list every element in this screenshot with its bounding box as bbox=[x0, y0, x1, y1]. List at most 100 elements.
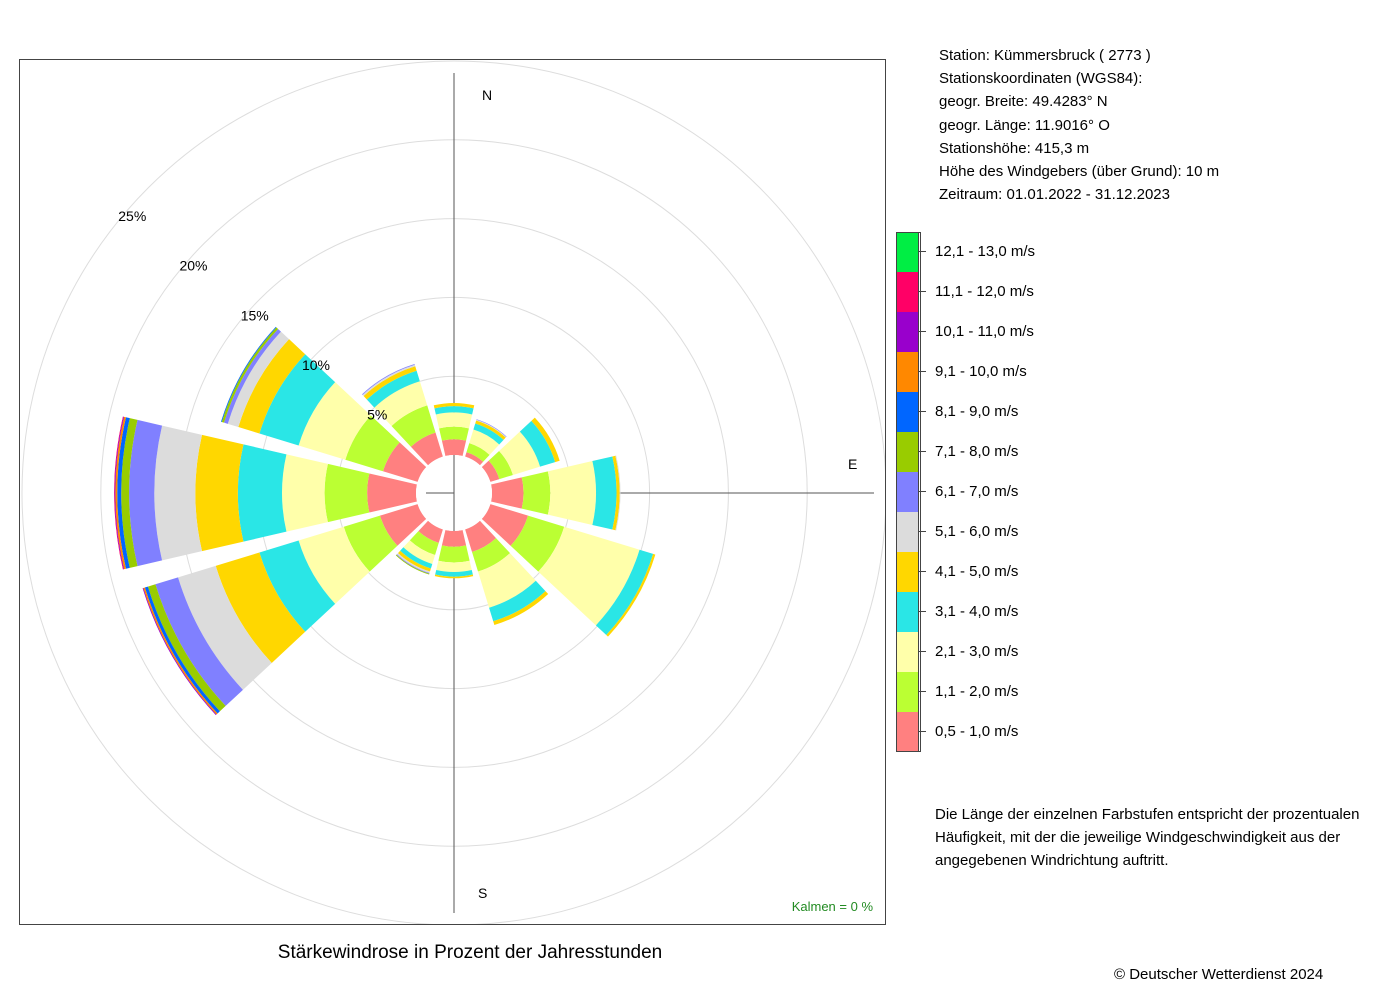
sector-210deg-class-3 bbox=[403, 540, 436, 565]
legend-tick bbox=[919, 691, 926, 692]
ring-label-15: 15% bbox=[241, 307, 269, 323]
sector-240deg-class-6 bbox=[178, 565, 272, 690]
legend-label: 1,1 - 2,0 m/s bbox=[935, 683, 1019, 700]
legend-label: 9,1 - 10,0 m/s bbox=[935, 363, 1027, 380]
sector-90deg-class-5 bbox=[612, 455, 620, 531]
compass-south-label: S bbox=[478, 885, 487, 901]
sector-270deg-class-10 bbox=[115, 416, 126, 570]
legend-tick bbox=[919, 491, 926, 492]
legend-tick bbox=[919, 291, 926, 292]
sector-90deg-class-6 bbox=[615, 455, 621, 531]
legend-label: 0,5 - 1,0 m/s bbox=[935, 723, 1019, 740]
legend-swatch bbox=[896, 232, 919, 272]
sector-270deg-class-8 bbox=[121, 418, 138, 568]
legend-swatch bbox=[896, 672, 919, 712]
sector-270deg-class-3 bbox=[282, 454, 328, 532]
legend-label: 4,1 - 5,0 m/s bbox=[935, 563, 1019, 580]
compass-east-label: E bbox=[848, 456, 857, 472]
sector-30deg-class-2 bbox=[466, 443, 490, 462]
legend-swatch bbox=[896, 312, 919, 352]
copyright-notice: © Deutscher Wetterdienst 2024 bbox=[1114, 966, 1324, 983]
station-coordinates-heading: Stationskoordinaten (WGS84): bbox=[939, 70, 1143, 88]
sector-0deg-class-1 bbox=[441, 439, 467, 456]
sector-60deg-class-2 bbox=[488, 450, 513, 480]
sector-270deg-class-1 bbox=[367, 473, 417, 513]
sector-30deg-class-5 bbox=[475, 420, 506, 440]
sector-300deg-class-6 bbox=[227, 331, 290, 428]
sector-300deg-class-3 bbox=[298, 382, 371, 460]
sector-240deg-class-2 bbox=[343, 515, 398, 572]
legend-label: 8,1 - 9,0 m/s bbox=[935, 403, 1019, 420]
sector-300deg-class-4 bbox=[259, 354, 336, 446]
sector-270deg-class-6 bbox=[154, 425, 202, 561]
sector-240deg-class-5 bbox=[215, 552, 306, 663]
sector-300deg-class-5 bbox=[238, 339, 306, 434]
sector-330deg-class-6 bbox=[362, 364, 416, 397]
sector-120deg-class-5 bbox=[606, 553, 656, 637]
legend-label: 7,1 - 8,0 m/s bbox=[935, 443, 1019, 460]
sector-150deg-class-2 bbox=[472, 538, 511, 572]
legend-label: 5,1 - 6,0 m/s bbox=[935, 523, 1019, 540]
compass-north-label: N bbox=[482, 87, 492, 103]
sector-60deg-class-4 bbox=[519, 420, 556, 467]
sector-90deg-class-3 bbox=[547, 461, 597, 525]
sector-30deg-class-3 bbox=[469, 429, 500, 455]
legend-label: 10,1 - 11,0 m/s bbox=[935, 323, 1034, 340]
grid-ring-25 bbox=[21, 60, 885, 924]
legend-tick bbox=[919, 331, 926, 332]
sector-270deg-class-2 bbox=[324, 463, 370, 523]
ring-label-25: 25% bbox=[118, 208, 146, 224]
sector-30deg-class-4 bbox=[473, 423, 504, 445]
sector-180deg-class-5 bbox=[434, 574, 474, 579]
legend-label: 12,1 - 13,0 m/s bbox=[935, 243, 1036, 260]
time-period: Zeitraum: 01.01.2022 - 31.12.2023 bbox=[939, 186, 1170, 204]
sector-90deg-class-1 bbox=[491, 477, 524, 509]
sector-240deg-class-1 bbox=[379, 504, 427, 546]
sector-120deg-class-4 bbox=[595, 549, 654, 635]
sector-270deg-class-5 bbox=[195, 434, 244, 552]
legend-swatch bbox=[896, 632, 919, 672]
legend-tick bbox=[919, 651, 926, 652]
sector-210deg-class-5 bbox=[397, 550, 431, 572]
windrose-svg: 5% 10% 15% 20% 25% N E S bbox=[21, 60, 885, 924]
legend-tick bbox=[919, 611, 926, 612]
legend-item: 6,1 - 7,0 m/s bbox=[896, 472, 1076, 512]
legend-tick bbox=[919, 571, 926, 572]
sector-240deg-class-4 bbox=[259, 540, 336, 632]
station-longitude: geogr. Länge: 11.9016° O bbox=[939, 116, 1110, 134]
sector-90deg-class-4 bbox=[592, 456, 617, 530]
sector-0deg-class-4 bbox=[434, 406, 474, 415]
sector-0deg-class-3 bbox=[435, 412, 473, 429]
sector-300deg-class-1 bbox=[382, 442, 427, 482]
sector-330deg-class-5 bbox=[363, 366, 417, 400]
legend-label: 2,1 - 3,0 m/s bbox=[935, 643, 1019, 660]
legend-item: 2,1 - 3,0 m/s bbox=[896, 632, 1076, 672]
legend-item: 5,1 - 6,0 m/s bbox=[896, 512, 1076, 552]
sector-240deg-class-8 bbox=[147, 584, 226, 712]
sector-150deg-class-4 bbox=[489, 580, 546, 622]
legend-tick bbox=[919, 451, 926, 452]
legend-label: 3,1 - 4,0 m/s bbox=[935, 603, 1019, 620]
legend-tick bbox=[919, 251, 926, 252]
ring-label-10: 10% bbox=[302, 357, 330, 373]
sector-300deg-class-2 bbox=[345, 415, 400, 472]
anemometer-height: Höhe des Windgebers (über Grund): 10 m bbox=[939, 163, 1220, 181]
sector-180deg-class-2 bbox=[438, 545, 470, 563]
sector-60deg-class-3 bbox=[499, 431, 541, 475]
sector-330deg-class-4 bbox=[366, 370, 420, 408]
ring-label-5: 5% bbox=[367, 406, 387, 422]
sector-270deg-class-11 bbox=[114, 416, 125, 570]
legend-swatch bbox=[896, 352, 919, 392]
sector-270deg-class-9 bbox=[117, 417, 130, 569]
sector-330deg-class-2 bbox=[391, 405, 436, 447]
sector-240deg-class-7 bbox=[155, 577, 243, 706]
sector-0deg-class-2 bbox=[439, 426, 469, 441]
sector-330deg-class-1 bbox=[410, 432, 443, 466]
sector-180deg-class-3 bbox=[436, 560, 472, 572]
sector-210deg-class-1 bbox=[418, 520, 443, 543]
ring-label-20: 20% bbox=[179, 258, 207, 274]
sector-150deg-class-1 bbox=[465, 520, 497, 552]
sector-120deg-class-1 bbox=[481, 504, 529, 546]
legend-swatch bbox=[896, 272, 919, 312]
legend-item: 11,1 - 12,0 m/s bbox=[896, 272, 1076, 312]
